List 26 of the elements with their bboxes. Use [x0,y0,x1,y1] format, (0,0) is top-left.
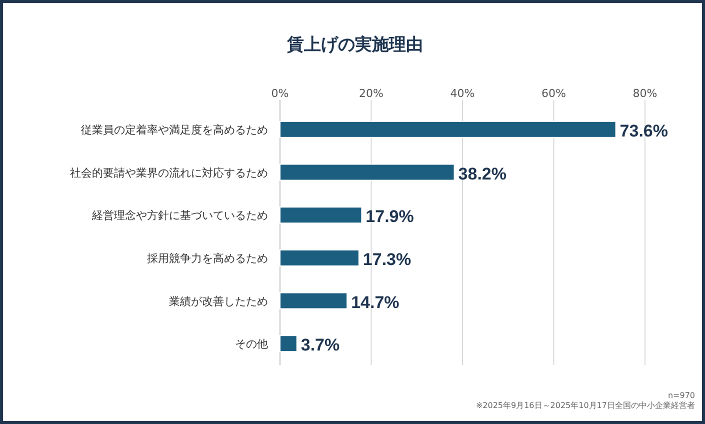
y-tick-label: 従業員の定着率や満足度を高めるため [81,123,268,136]
bar [280,335,298,352]
x-tick-label: 80% [632,87,658,100]
y-tick-label: 経営理念や方針に基づいているため [91,209,268,222]
data-label: 3.7% [300,336,340,355]
bar [280,292,348,310]
y-tick-label: その他 [235,338,268,351]
y-tick-label: 採用競争力を高めるため [147,252,268,265]
text: ※2025年9月16日～2025年10月17日全国の中小企業経営者 [476,401,695,410]
y-tick-label: 業績が改善したため [169,294,268,308]
data-label: 38.2% [458,164,506,184]
x-tick-label: 20% [359,87,384,100]
data-label: 14.7% [351,292,400,312]
x-tick-label: 40% [450,87,475,100]
text: n=970 [668,391,695,400]
bar [280,120,616,138]
bar [280,206,362,224]
data-label: 17.9% [366,207,414,226]
x-tick-label: 0% [271,87,289,100]
bar [280,249,360,266]
y-tick-label: 社会的要請や業界の流れに対応するため [70,166,268,180]
x-tick-label: 60% [542,87,566,100]
data-label: 17.3% [362,250,412,269]
chart-title: 賃上げの実施理由 [286,35,423,55]
bar [280,164,455,181]
data-label: 73.6% [620,121,668,140]
